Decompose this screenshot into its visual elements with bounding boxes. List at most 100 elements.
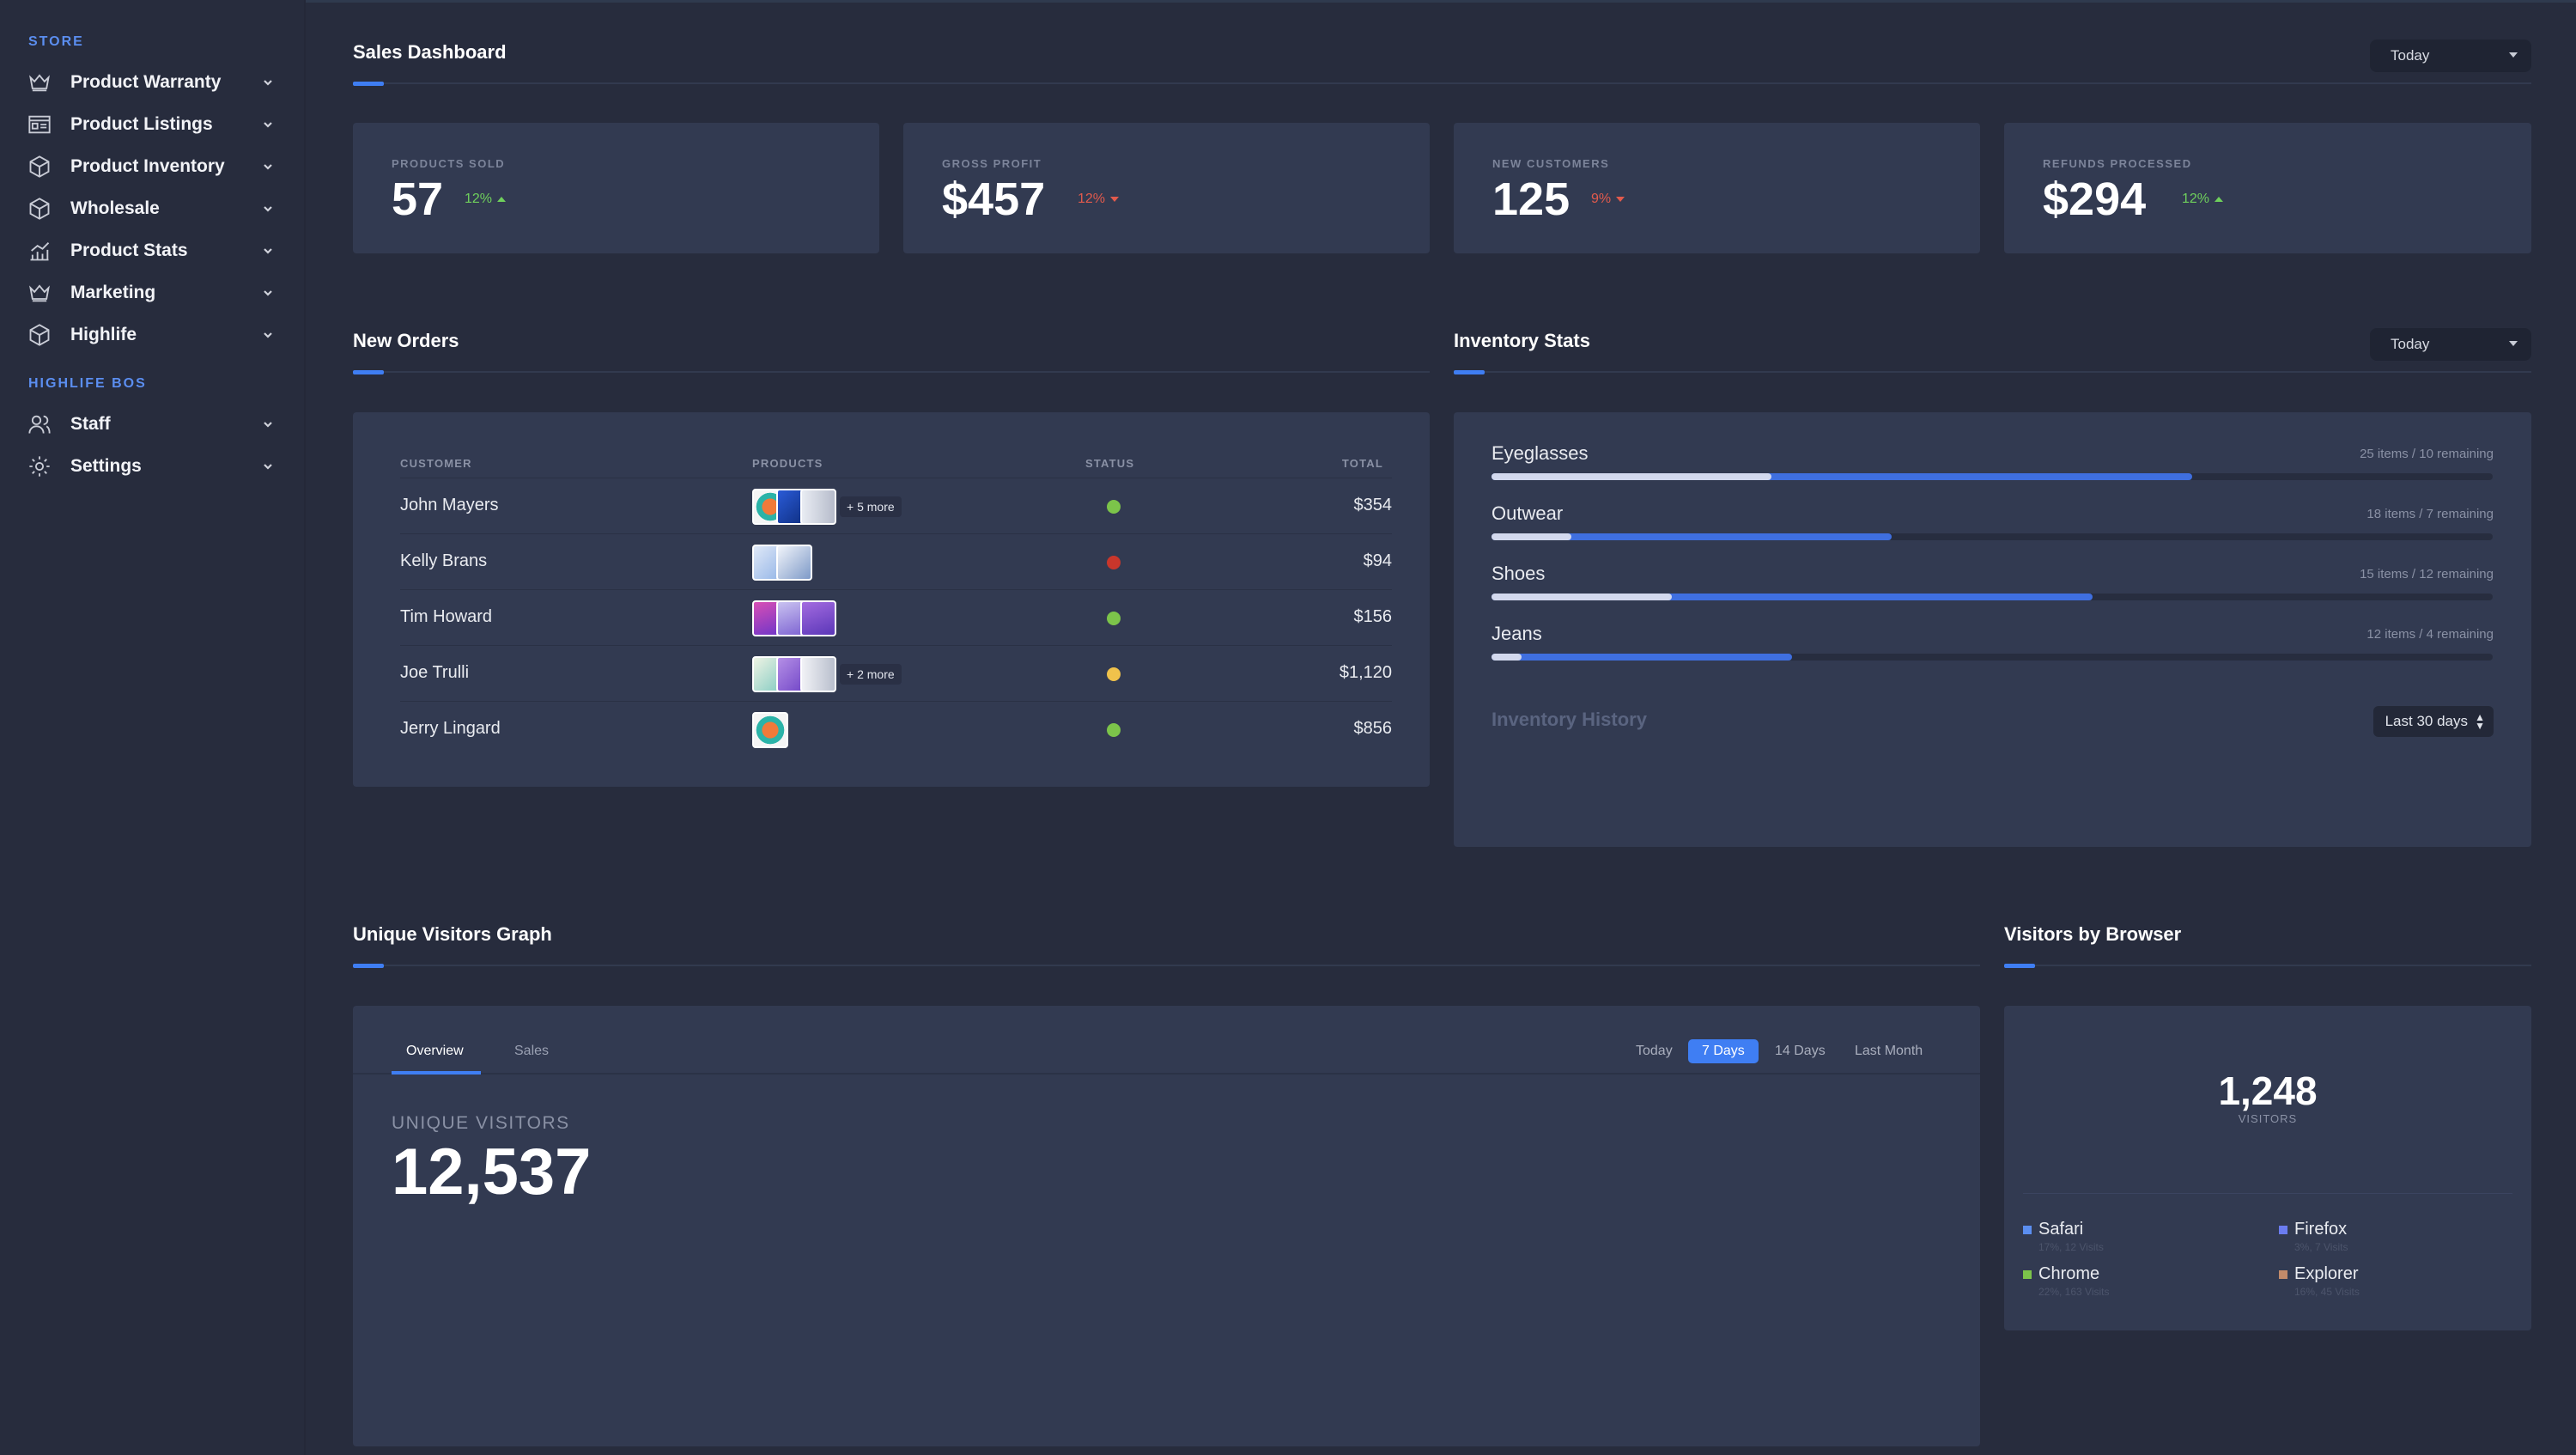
range-7-days[interactable]: 7 Days <box>1688 1039 1759 1063</box>
sidebar-item-wholesale[interactable]: Wholesale <box>26 192 276 226</box>
sidebar-item-product-listings[interactable]: Product Listings <box>26 107 276 142</box>
inventory-total-fill <box>1492 473 2193 480</box>
section-accent <box>2004 964 2035 968</box>
product-thumbnails[interactable] <box>752 545 812 581</box>
sidebar: STORE Product Warranty Product Listings … <box>0 0 306 1455</box>
legend-swatch <box>2279 1226 2287 1234</box>
inventory-item-name: Eyeglasses <box>1492 442 1589 464</box>
status-dot <box>1107 612 1121 625</box>
sidebar-item-label: Product Inventory <box>70 156 225 176</box>
sidebar-item-product-inventory[interactable]: Product Inventory <box>26 149 276 184</box>
chevron-down-icon[interactable] <box>259 74 276 91</box>
inventory-period-dropdown[interactable]: Today <box>2370 328 2531 361</box>
gear-icon <box>26 453 53 480</box>
product-thumbnail[interactable] <box>800 600 836 636</box>
tab-sales[interactable]: Sales <box>514 1044 550 1058</box>
legend-sub: 16%, 45 Visits <box>2294 1286 2360 1298</box>
section-divider <box>353 965 1980 966</box>
page-title: Sales Dashboard <box>353 41 507 63</box>
product-thumbnails[interactable] <box>752 600 836 636</box>
table-row[interactable]: Jerry Lingard $856 <box>400 701 1392 757</box>
sales-period-dropdown[interactable]: Today <box>2370 40 2531 72</box>
customer-name: Joe Trulli <box>400 663 470 682</box>
table-row[interactable]: Tim Howard $156 <box>400 589 1392 645</box>
sidebar-item-highlife[interactable]: Highlife <box>26 318 276 352</box>
product-thumbnails[interactable] <box>752 712 788 748</box>
legend-sub: 17%, 12 Visits <box>2038 1241 2104 1253</box>
product-thumbnail[interactable] <box>800 656 836 692</box>
browser-total-value: 1,248 <box>2218 1068 2318 1113</box>
section-accent <box>353 964 384 968</box>
inventory-item-name: Shoes <box>1492 563 1546 584</box>
chevron-down-icon[interactable] <box>259 284 276 301</box>
kpi-value: 125 <box>1492 174 1571 225</box>
chevron-down-icon[interactable] <box>259 158 276 175</box>
kpi-label: REFUNDS PROCESSED <box>2043 157 2192 170</box>
chevron-down-icon[interactable] <box>259 416 276 433</box>
table-row[interactable]: John Mayers + 5 more $354 <box>400 478 1392 533</box>
inventory-item-count: 12 items / 4 remaining <box>2366 627 2494 642</box>
sidebar-item-label: Product Listings <box>70 114 213 134</box>
inventory-item-count: 25 items / 10 remaining <box>2360 447 2494 461</box>
chevron-down-icon[interactable] <box>259 200 276 217</box>
inventory-history-period-select[interactable]: Last 30 days ▲ ▼ <box>2372 706 2494 737</box>
section-accent <box>353 82 384 86</box>
legend-swatch <box>2023 1270 2032 1279</box>
more-products-badge[interactable]: + 5 more <box>840 496 902 517</box>
legend-sub: 22%, 163 Visits <box>2038 1286 2110 1298</box>
kpi-value: $294 <box>2043 174 2147 225</box>
status-dot <box>1107 556 1121 569</box>
product-thumbnails[interactable]: + 5 more <box>752 489 902 525</box>
top-border <box>306 0 2576 3</box>
inventory-progress-bar <box>1492 533 2493 540</box>
sidebar-item-staff[interactable]: Staff <box>26 407 276 441</box>
caret-down-icon <box>2509 52 2518 58</box>
caret-down-icon <box>2509 341 2518 346</box>
range-today[interactable]: Today <box>1636 1044 1673 1058</box>
sidebar-item-product-stats[interactable]: Product Stats <box>26 234 276 268</box>
section-divider <box>353 371 1430 373</box>
more-products-badge[interactable]: + 2 more <box>840 664 902 685</box>
customer-name: Tim Howard <box>400 607 493 626</box>
legend-swatch <box>2279 1270 2287 1279</box>
arrow-up-icon <box>2215 197 2224 202</box>
tab-overview[interactable]: Overview <box>406 1044 464 1058</box>
inventory-remaining-fill <box>1492 473 1772 480</box>
section-accent <box>353 370 384 374</box>
sidebar-item-settings[interactable]: Settings <box>26 449 276 484</box>
chevron-down-icon[interactable] <box>259 458 276 475</box>
sidebar-item-product-warranty[interactable]: Product Warranty <box>26 65 276 100</box>
section-title-visitors-graph: Unique Visitors Graph <box>353 923 552 945</box>
status-dot <box>1107 667 1121 681</box>
chevron-down-icon[interactable] <box>259 242 276 259</box>
product-thumbnails[interactable]: + 2 more <box>752 656 902 692</box>
product-thumbnail[interactable] <box>752 712 788 748</box>
section-accent <box>1454 370 1485 374</box>
order-total: $94 <box>1363 551 1392 570</box>
sidebar-item-label: Staff <box>70 414 111 434</box>
range-14-days[interactable]: 14 Days <box>1775 1044 1826 1058</box>
kpi-delta: 9% <box>1591 192 1625 207</box>
crown-icon <box>26 69 53 96</box>
table-row[interactable]: Joe Trulli + 2 more $1,120 <box>400 645 1392 701</box>
column-header-products: PRODUCTS <box>752 457 823 470</box>
table-row[interactable]: Kelly Brans $94 <box>400 533 1392 589</box>
sort-arrows-icon: ▲ ▼ <box>2475 711 2485 732</box>
unique-visitors-value: 12,537 <box>392 1135 592 1208</box>
product-thumbnail[interactable] <box>800 489 836 525</box>
inventory-total-fill <box>1492 654 1792 661</box>
chevron-down-icon[interactable] <box>259 116 276 133</box>
kpi-label: GROSS PROFIT <box>942 157 1042 170</box>
kpi-delta: 12% <box>465 192 507 207</box>
sidebar-item-label: Marketing <box>70 283 156 302</box>
product-thumbnail[interactable] <box>776 545 812 581</box>
range-last-month[interactable]: Last Month <box>1855 1044 1923 1058</box>
legend-item-firefox: Firefox 3%, 7 Visits <box>2279 1220 2348 1253</box>
arrow-down-icon <box>1616 197 1625 202</box>
sidebar-item-marketing[interactable]: Marketing <box>26 276 276 310</box>
kpi-delta-value: 9% <box>1591 192 1612 206</box>
inventory-total-fill <box>1492 533 1893 540</box>
legend-name: Safari <box>2038 1220 2084 1239</box>
kpi-delta-value: 12% <box>2182 192 2210 206</box>
chevron-down-icon[interactable] <box>259 326 276 344</box>
